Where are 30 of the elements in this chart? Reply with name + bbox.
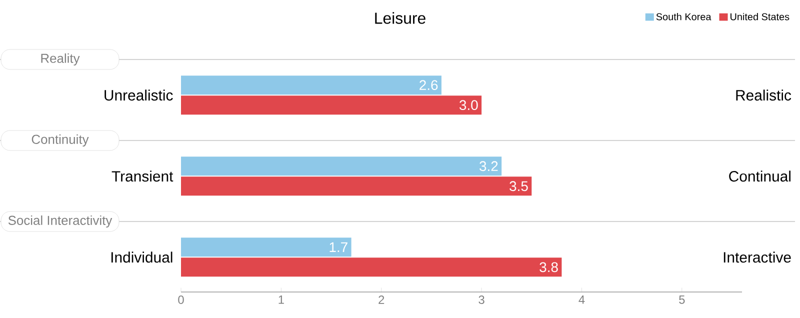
data-label: 3.0: [459, 100, 478, 110]
annotation: Realistic: [736, 90, 792, 101]
x-tick-label: 2: [378, 296, 384, 304]
bar: [181, 96, 482, 115]
data-label: 3.5: [510, 181, 528, 192]
data-label: 3.8: [540, 262, 558, 272]
legend-label: South Korea: [656, 12, 712, 20]
x-tick-label: 1: [278, 296, 284, 304]
bar: [181, 258, 562, 277]
legend-label: United States: [730, 12, 790, 20]
text: Reality: [41, 53, 80, 66]
x-tick-label: 3: [478, 296, 484, 304]
bar: [181, 176, 532, 196]
annotation: Interactive: [724, 252, 791, 263]
data-label: 1.7: [330, 242, 348, 252]
y-tick-label: Unrealistic: [104, 90, 173, 101]
bar: [181, 76, 442, 95]
x-tick-label: 0: [178, 296, 184, 304]
y-tick-label: Transient: [112, 170, 174, 182]
data-label: 3.2: [480, 161, 498, 172]
annotation: Continual: [729, 170, 790, 182]
x-tick-label: 5: [679, 296, 685, 304]
bar: [181, 238, 352, 257]
data-label: 2.6: [420, 80, 438, 90]
y-tick-label: Individual: [111, 252, 172, 263]
text: Continuity: [32, 134, 89, 147]
bar: [181, 156, 502, 176]
text: Social Interactivity: [8, 215, 112, 228]
x-tick-label: 4: [578, 296, 585, 304]
chart-title: Leisure: [375, 12, 426, 24]
